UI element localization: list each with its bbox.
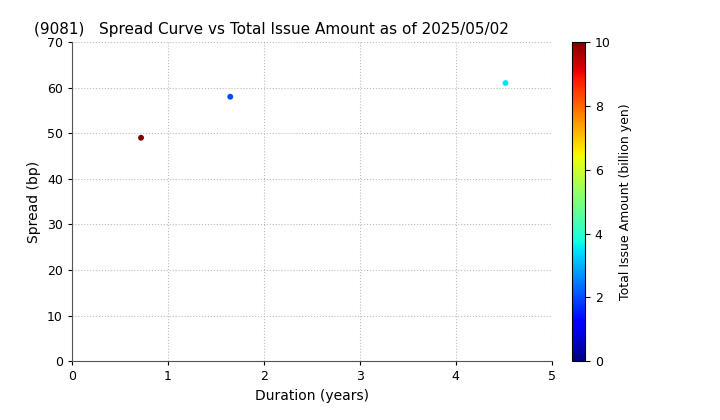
Text: (9081)   Spread Curve vs Total Issue Amount as of 2025/05/02: (9081) Spread Curve vs Total Issue Amoun… (34, 22, 508, 37)
X-axis label: Duration (years): Duration (years) (255, 389, 369, 403)
Point (225, 93, 236, 100)
Y-axis label: Spread (bp): Spread (bp) (27, 160, 42, 243)
Y-axis label: Total Issue Amount (billion yen): Total Issue Amount (billion yen) (619, 103, 632, 300)
Point (135, 134, 147, 141)
Point (500, 80, 511, 87)
